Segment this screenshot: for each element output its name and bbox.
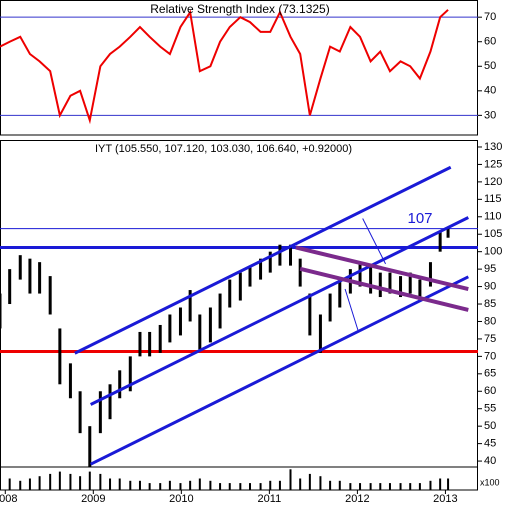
volume-bar: [379, 483, 382, 490]
y-tick-label: 130: [484, 141, 502, 153]
volume-bar: [399, 483, 402, 490]
x-tick-label: 2013: [433, 493, 457, 505]
y-tick-label: 55: [484, 403, 496, 415]
y-tick-label: 45: [484, 438, 496, 450]
volume-bar: [129, 480, 132, 490]
volume-bar: [259, 483, 262, 490]
y-tick-label: 105: [484, 228, 502, 240]
y-tick-label: 95: [484, 263, 496, 275]
y-tick-label: 30: [484, 109, 496, 121]
volume-bar: [0, 476, 1, 490]
price-title: IYT (105.550, 107.120, 103.030, 106.640,…: [95, 143, 352, 155]
x-tick-label: 2009: [81, 493, 105, 505]
volume-bar: [369, 483, 372, 490]
y-tick-label: 40: [484, 455, 496, 467]
volume-bar: [99, 473, 102, 490]
volume-bar: [69, 473, 72, 490]
volume-bar: [159, 483, 162, 490]
volume-bar: [198, 478, 201, 490]
volume-bar: [338, 480, 341, 490]
y-tick-label: 50: [484, 420, 496, 432]
trend-line: [74, 165, 452, 355]
volume-bar: [88, 471, 91, 490]
volume-bar: [409, 483, 412, 490]
y-tick-label: 110: [484, 211, 502, 223]
volume-bar: [148, 483, 151, 490]
volume-bar: [447, 478, 450, 490]
volume-bar: [118, 478, 121, 490]
volume-bar: [349, 483, 352, 490]
volume-bar: [109, 478, 112, 490]
y-tick-label: 65: [484, 368, 496, 380]
rsi-title: Relative Strength Index (73.1325): [150, 2, 329, 16]
trend-line: [295, 245, 469, 291]
trend-line: [299, 266, 469, 312]
y-tick-label: 60: [484, 385, 496, 397]
y-tick-label: 100: [484, 246, 502, 258]
volume-bar: [308, 473, 311, 490]
volume-bar: [8, 478, 11, 490]
volume-bar: [239, 483, 242, 490]
y-tick-label: 70: [484, 11, 496, 23]
volume-bar: [38, 476, 41, 490]
volume-bar: [388, 483, 391, 490]
rsi-line: [0, 9, 449, 125]
y-tick-label: 85: [484, 298, 496, 310]
trend-line: [90, 216, 469, 406]
volume-bar: [19, 480, 22, 490]
volume-bar: [168, 480, 171, 490]
volume-bar: [219, 483, 222, 490]
y-tick-label: 90: [484, 280, 496, 292]
volume-bar: [58, 471, 61, 490]
volume-plot: [0, 469, 450, 490]
volume-bar: [179, 483, 182, 490]
volume-bar: [299, 478, 302, 490]
y-tick-label: 80: [484, 315, 496, 327]
y-tick-label: 120: [484, 176, 502, 188]
volume-bar: [289, 469, 292, 490]
volume-frame: [0, 466, 478, 491]
y-tick-label: 75: [484, 333, 496, 345]
x-tick-label: 2010: [169, 493, 193, 505]
x-tick-label: 2011: [258, 493, 282, 505]
volume-bar: [329, 480, 332, 490]
volume-bar: [49, 473, 52, 490]
volume-bar: [28, 478, 31, 490]
rsi-frame: [0, 0, 478, 136]
x-tick-label: 2008: [0, 493, 18, 505]
volume-bar: [138, 480, 141, 490]
price-annotation: 107: [407, 210, 432, 227]
volume-bar: [429, 480, 432, 490]
volume-bar: [439, 478, 442, 490]
x-tick-label: 2012: [345, 493, 369, 505]
volume-bar: [189, 480, 192, 490]
volume-bar: [228, 483, 231, 490]
rsi-plot: [0, 9, 478, 125]
volume-bar: [359, 483, 362, 490]
volume-bar: [418, 483, 421, 490]
y-tick-label: 115: [484, 193, 502, 205]
trend-line: [344, 288, 359, 332]
volume-bar: [209, 480, 212, 490]
y-tick-label: 70: [484, 350, 496, 362]
trend-line: [90, 275, 469, 466]
trend-line: [362, 218, 387, 265]
y-tick-label: 125: [484, 158, 502, 170]
y-tick-label: 40: [484, 85, 496, 97]
volume-bar: [278, 480, 281, 490]
volume-label: x100: [480, 477, 500, 487]
y-tick-label: 50: [484, 60, 496, 72]
volume-bar: [319, 476, 322, 490]
price-plot: [0, 165, 478, 467]
volume-bar: [79, 476, 82, 490]
y-tick-label: 60: [484, 36, 496, 48]
volume-bar: [269, 480, 272, 490]
axes: 30 40 50 60 70 40 45 50 55 60 65 70 75 80 85 90 95 100 105…: [0, 11, 502, 505]
volume-bar: [249, 483, 252, 490]
